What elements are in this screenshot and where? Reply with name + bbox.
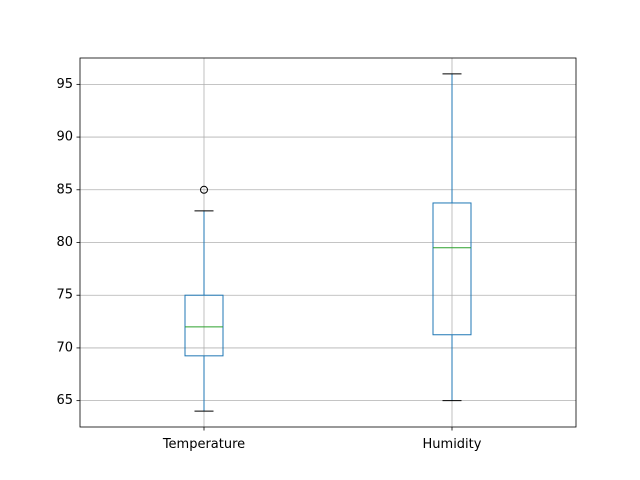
iqr-box bbox=[184, 294, 224, 357]
x-axis-ticks: Temperature Humidity bbox=[162, 427, 482, 452]
y-tick-label: 70 bbox=[56, 340, 73, 355]
grid-lines bbox=[80, 58, 576, 427]
x-tick-label: Humidity bbox=[423, 437, 482, 452]
iqr-box bbox=[432, 202, 472, 336]
y-tick-label: 80 bbox=[56, 235, 73, 250]
x-tick-label: Temperature bbox=[162, 437, 245, 452]
y-tick-label: 85 bbox=[56, 182, 73, 197]
y-axis-ticks: 65 70 75 80 85 90 95 bbox=[56, 77, 80, 408]
y-tick-label: 95 bbox=[56, 77, 73, 92]
box-plot-marks bbox=[184, 73, 472, 412]
outlier-point bbox=[200, 185, 208, 194]
y-tick-label: 65 bbox=[56, 393, 73, 408]
y-tick-label: 90 bbox=[56, 130, 73, 145]
y-tick-label: 75 bbox=[56, 288, 73, 303]
